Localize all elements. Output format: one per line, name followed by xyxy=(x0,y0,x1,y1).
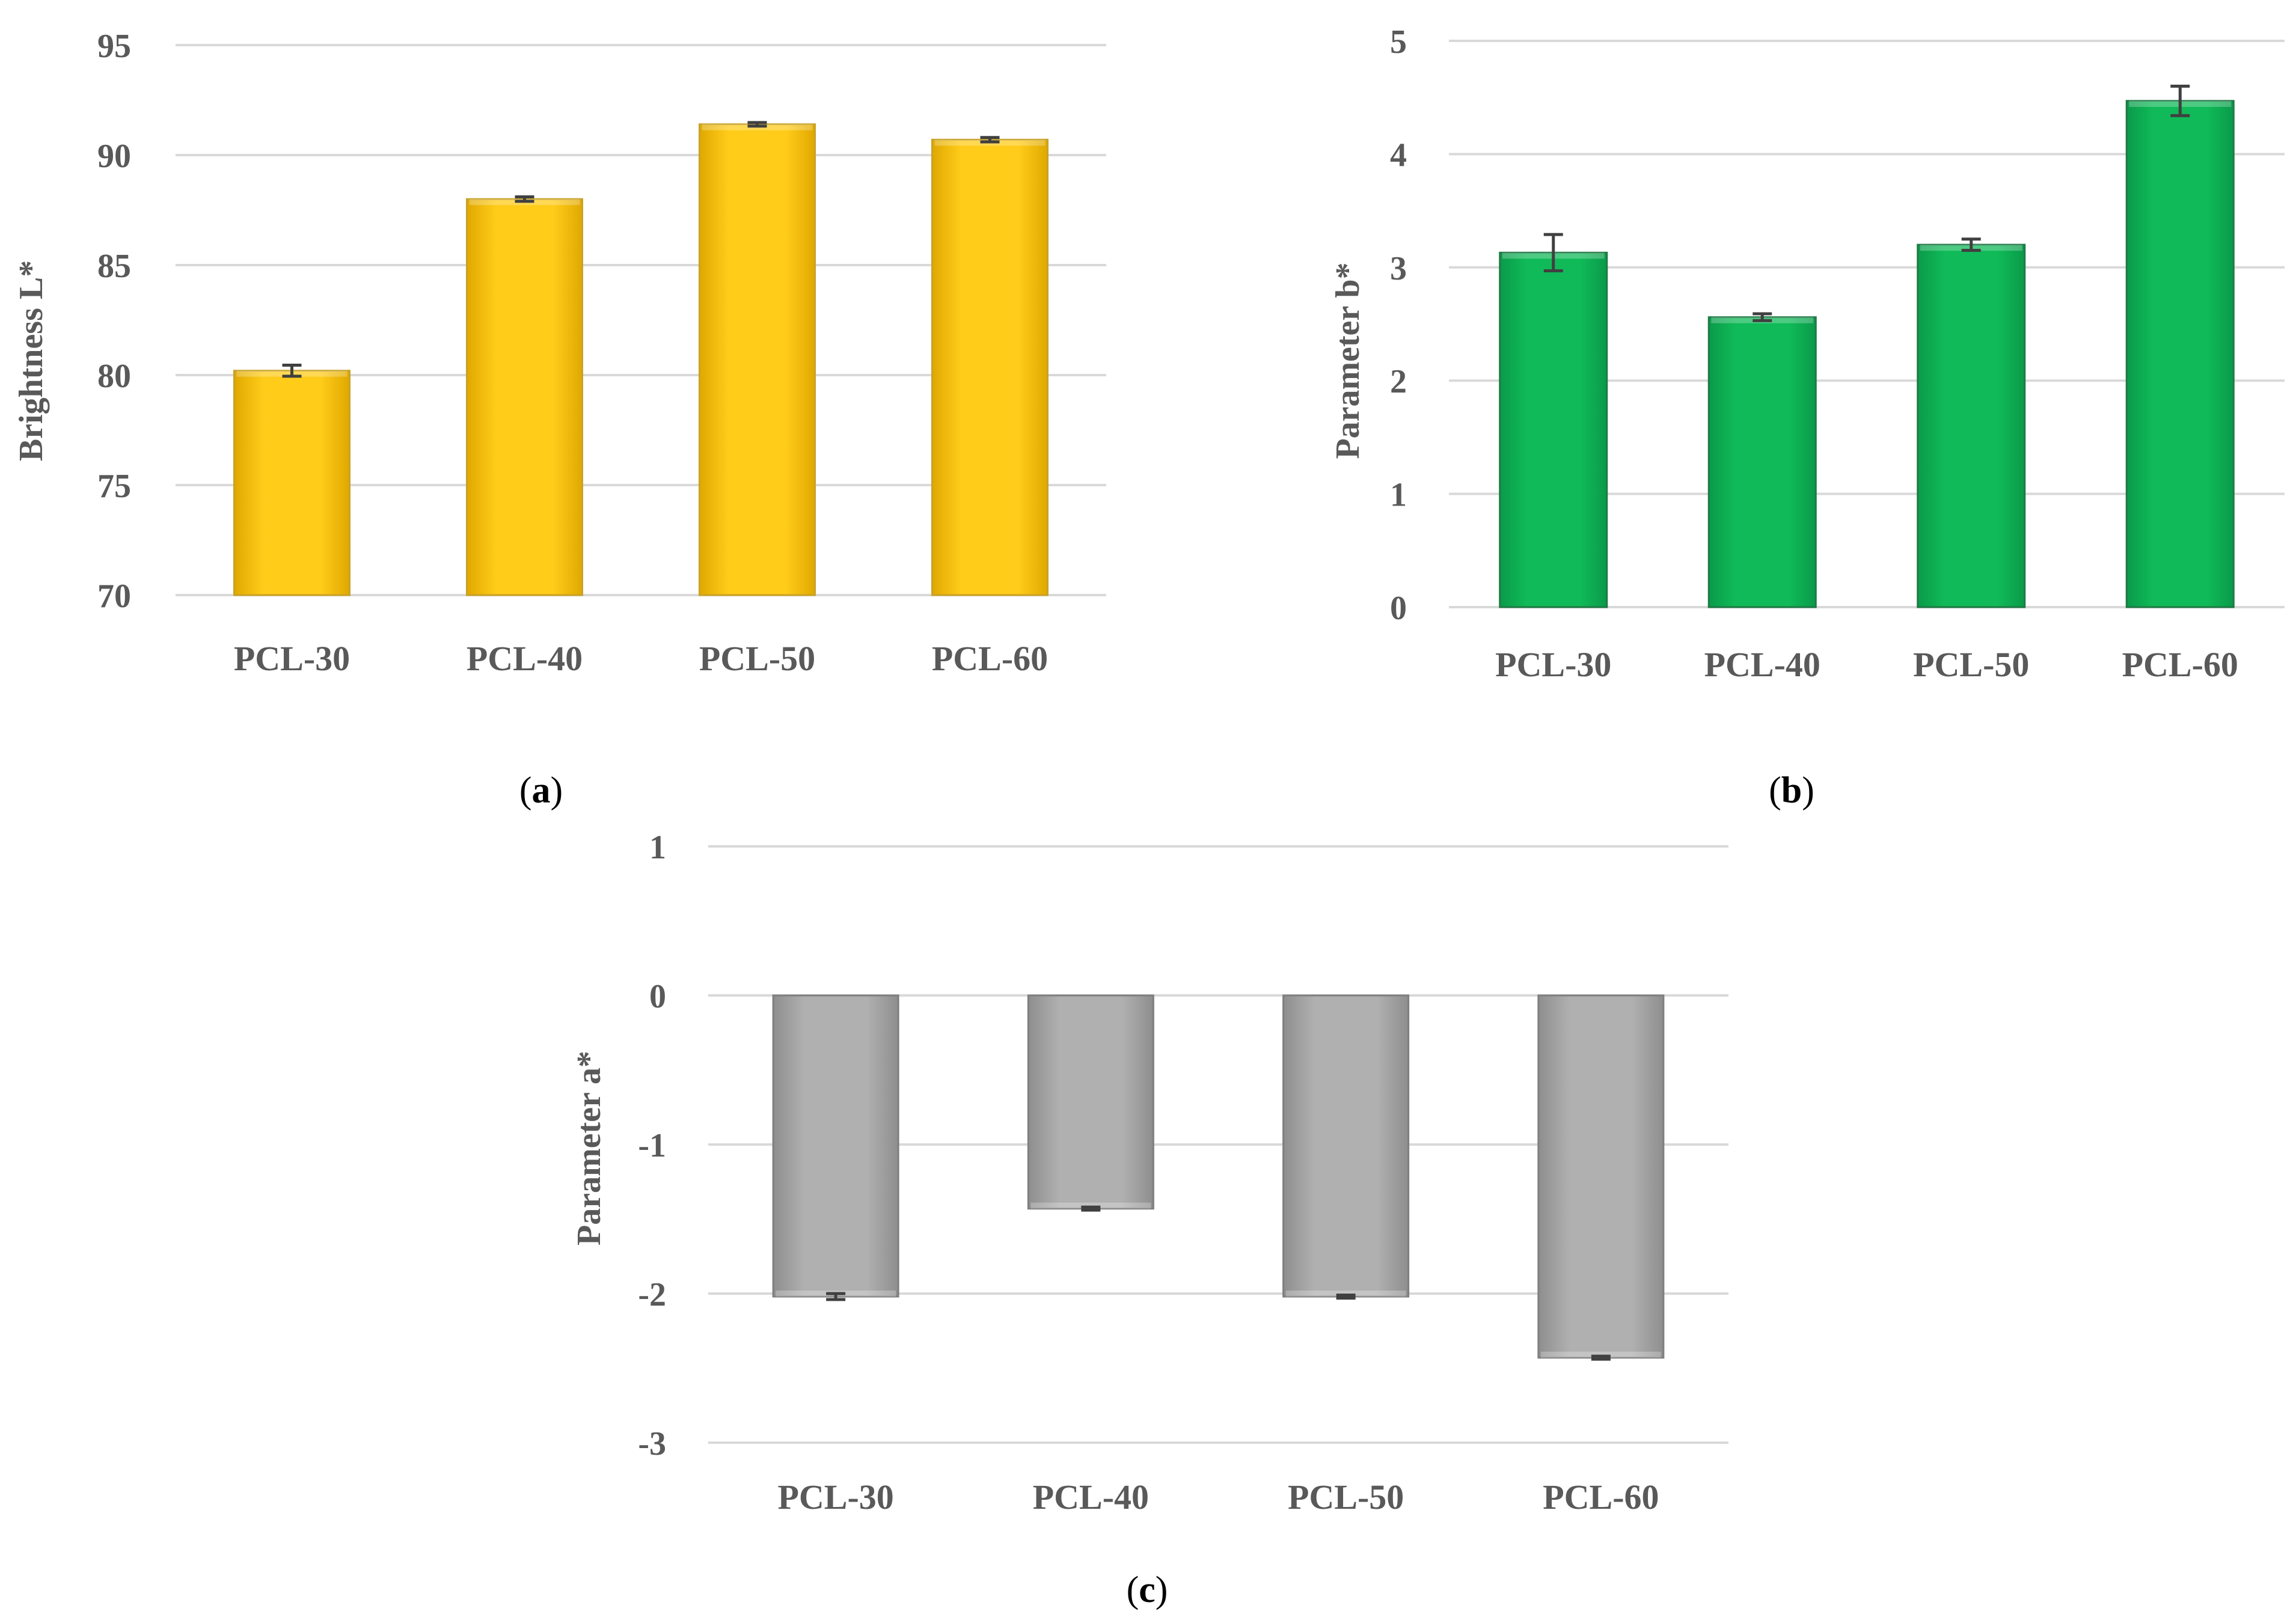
panel-label-a: (a) xyxy=(519,770,563,811)
y-tick-label: 75 xyxy=(97,468,131,505)
x-tick-label: PCL-50 xyxy=(1288,1478,1404,1517)
y-axis-title: Parameter a* xyxy=(571,1051,608,1246)
bar xyxy=(2125,100,2235,608)
error-bars xyxy=(282,121,1000,378)
x-tick-label: PCL-40 xyxy=(467,639,583,678)
chart-panel-b: 0 1 2 3 4 5 PCL-30 PCL-40 PCL-50 PCL-60 Paramete… xyxy=(1329,23,2285,811)
y-tick-label: 95 xyxy=(97,28,131,65)
x-tick-label: PCL-60 xyxy=(1543,1478,1659,1517)
y-axis-title: Parameter b* xyxy=(1329,262,1367,459)
x-tick-label: PCL-50 xyxy=(1913,645,2029,684)
bar xyxy=(1707,316,1817,608)
bar xyxy=(233,370,351,596)
y-tick-labels: -3 -2 -1 0 1 xyxy=(638,829,666,1463)
error-bar xyxy=(1961,237,1981,252)
x-tick-label: PCL-30 xyxy=(777,1478,893,1517)
bar-bevel xyxy=(1030,1202,1151,1209)
x-tick-label: PCL-40 xyxy=(1033,1478,1149,1517)
x-tick-label: PCL-30 xyxy=(234,639,350,678)
y-tick-label: -1 xyxy=(638,1127,666,1164)
panel-label-b: (b) xyxy=(1769,770,1814,811)
error-bar xyxy=(1081,1205,1101,1212)
bars xyxy=(772,994,1665,1359)
panel-letter: b xyxy=(1781,770,1802,811)
y-tick-label: 4 xyxy=(1390,136,1407,174)
y-tick-labels: 0 1 2 3 4 5 xyxy=(1390,23,1407,627)
error-bar xyxy=(826,1292,846,1301)
x-tick-labels: PCL-30 PCL-40 PCL-50 PCL-60 xyxy=(1495,645,2238,684)
error-bars xyxy=(826,1205,1611,1361)
bar-bevel xyxy=(1540,1351,1661,1358)
x-tick-label: PCL-60 xyxy=(2122,645,2238,684)
y-tick-label: 1 xyxy=(1390,477,1407,514)
error-bar xyxy=(282,364,302,378)
bar xyxy=(1282,994,1410,1298)
error-bar xyxy=(1753,312,1772,322)
y-tick-label: 85 xyxy=(97,248,131,285)
bar xyxy=(772,994,899,1298)
y-tick-label: 90 xyxy=(97,138,131,175)
y-tick-label: 5 xyxy=(1390,23,1407,61)
y-tick-label: 0 xyxy=(1390,590,1407,627)
error-bar xyxy=(1543,233,1563,272)
x-tick-label: PCL-40 xyxy=(1704,645,1820,684)
y-axis-title: Brightness L* xyxy=(13,260,50,462)
x-tick-labels: PCL-30 PCL-40 PCL-50 PCL-60 xyxy=(777,1478,1659,1517)
x-tick-label: PCL-30 xyxy=(1495,645,1611,684)
panel-label-c: (c) xyxy=(1127,1570,1168,1610)
panel-letter: c xyxy=(1139,1570,1156,1610)
x-tick-label: PCL-50 xyxy=(699,639,815,678)
x-tick-label: PCL-60 xyxy=(932,639,1048,678)
error-bar xyxy=(980,136,1000,144)
bars xyxy=(1499,100,2235,608)
error-bars xyxy=(1543,84,2190,322)
y-tick-label: 1 xyxy=(649,829,666,866)
bar xyxy=(1499,251,1608,608)
y-tick-label: -2 xyxy=(638,1276,666,1313)
chart-panel-c: -3 -2 -1 0 1 PCL-30 PCL-40 PCL-50 PCL-60 Parame… xyxy=(571,829,1728,1610)
bar xyxy=(1537,994,1665,1359)
y-tick-label: 2 xyxy=(1390,363,1407,400)
y-tick-label: 3 xyxy=(1390,250,1407,287)
y-tick-label: 0 xyxy=(649,978,666,1015)
error-bar xyxy=(2170,84,2190,117)
bar xyxy=(1027,994,1154,1210)
error-bar xyxy=(1591,1354,1611,1361)
bars xyxy=(233,123,1049,596)
panel-letter: a xyxy=(532,770,551,811)
bar xyxy=(931,138,1049,596)
x-tick-labels: PCL-30 PCL-40 PCL-50 PCL-60 xyxy=(234,639,1048,678)
y-tick-labels: 70 75 80 85 90 95 xyxy=(97,28,131,615)
y-tick-label: 80 xyxy=(97,358,131,395)
y-tick-label: 70 xyxy=(97,578,131,615)
chart-panel-a: 70 75 80 85 90 95 PCL-30 PCL-40 PCL-50 PCL-60 Br… xyxy=(13,28,1106,811)
bar-bevel xyxy=(1285,1290,1406,1297)
bar xyxy=(466,198,583,596)
error-bar xyxy=(747,121,767,128)
bar xyxy=(1917,243,2026,608)
error-bar xyxy=(1336,1293,1356,1300)
y-tick-label: -3 xyxy=(638,1425,666,1463)
bar xyxy=(699,123,816,596)
error-bar xyxy=(515,195,534,203)
